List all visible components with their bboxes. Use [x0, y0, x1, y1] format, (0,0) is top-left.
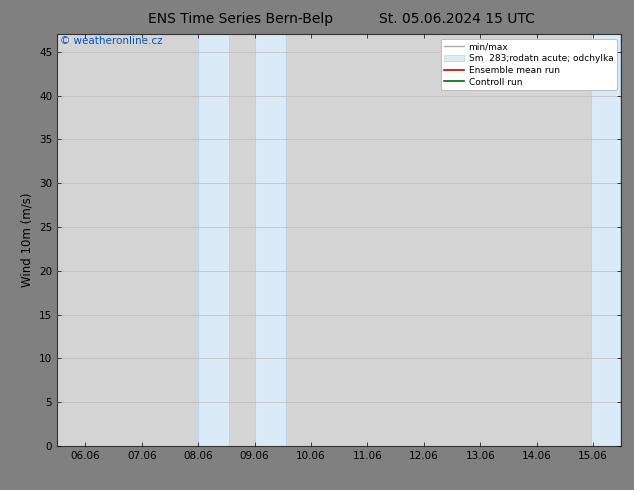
Bar	[198, 34, 229, 446]
Bar	[592, 34, 619, 446]
Bar	[255, 34, 285, 446]
Text: ENS Time Series Bern-Belp: ENS Time Series Bern-Belp	[148, 12, 333, 26]
Legend: min/max, Sm  283;rodatn acute; odchylka, Ensemble mean run, Controll run: min/max, Sm 283;rodatn acute; odchylka, …	[441, 39, 617, 90]
Text: St. 05.06.2024 15 UTC: St. 05.06.2024 15 UTC	[378, 12, 534, 26]
Text: © weatheronline.cz: © weatheronline.cz	[60, 36, 162, 47]
Y-axis label: Wind 10m (m/s): Wind 10m (m/s)	[20, 193, 34, 287]
